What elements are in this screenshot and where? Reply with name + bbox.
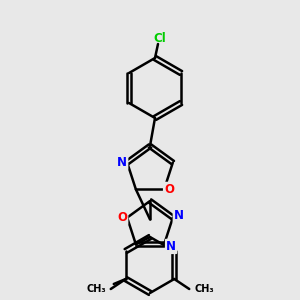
Text: N: N [117, 156, 127, 169]
Text: CH₃: CH₃ [194, 284, 214, 294]
Text: N: N [174, 209, 184, 222]
Text: CH₃: CH₃ [86, 284, 106, 294]
Text: N: N [166, 240, 176, 253]
Text: O: O [164, 183, 174, 196]
Text: Cl: Cl [154, 32, 166, 44]
Text: O: O [117, 211, 127, 224]
